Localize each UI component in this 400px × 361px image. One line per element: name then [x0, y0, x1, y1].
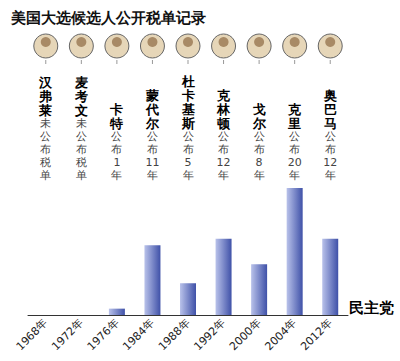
svg-text:公: 公: [254, 130, 265, 143]
svg-text:1968年: 1968年: [14, 316, 51, 353]
svg-text:年: 年: [254, 169, 265, 182]
svg-text:公: 公: [325, 130, 336, 143]
svg-text:基: 基: [181, 102, 195, 117]
svg-text:布: 布: [183, 143, 194, 156]
svg-text:杜: 杜: [181, 74, 195, 89]
svg-text:里: 里: [287, 116, 301, 131]
svg-text:马: 马: [324, 116, 337, 131]
svg-text:未: 未: [76, 117, 87, 130]
svg-text:5: 5: [185, 156, 192, 169]
svg-text:2000年: 2000年: [227, 316, 264, 353]
svg-text:斯: 斯: [181, 116, 195, 131]
svg-text:公: 公: [218, 130, 229, 143]
svg-text:年: 年: [183, 169, 194, 182]
svg-text:卡: 卡: [109, 102, 123, 117]
svg-text:公: 公: [289, 130, 300, 143]
svg-text:考: 考: [74, 89, 88, 104]
svg-text:公: 公: [147, 130, 158, 143]
svg-text:单: 单: [76, 169, 87, 182]
svg-text:布: 布: [111, 143, 122, 156]
svg-text:11: 11: [145, 156, 159, 169]
svg-text:布: 布: [76, 143, 87, 156]
svg-text:公: 公: [76, 130, 87, 143]
svg-text:20: 20: [288, 156, 302, 169]
svg-text:汉: 汉: [38, 75, 53, 90]
svg-text:尔: 尔: [145, 116, 160, 131]
svg-text:未: 未: [40, 117, 51, 130]
svg-text:税: 税: [76, 156, 87, 169]
svg-text:特: 特: [109, 116, 123, 131]
svg-text:蒙: 蒙: [145, 88, 159, 103]
svg-text:年: 年: [289, 169, 300, 182]
svg-text:文: 文: [74, 103, 88, 118]
svg-text:代: 代: [145, 102, 159, 117]
svg-text:公: 公: [40, 130, 51, 143]
svg-text:布: 布: [147, 143, 158, 156]
svg-text:巴: 巴: [324, 102, 337, 117]
svg-text:2004年: 2004年: [263, 316, 300, 353]
svg-text:布: 布: [40, 143, 51, 156]
svg-text:1992年: 1992年: [191, 316, 228, 353]
svg-text:1984年: 1984年: [120, 316, 157, 353]
svg-text:12: 12: [323, 156, 337, 169]
svg-text:顿: 顿: [216, 116, 231, 131]
svg-text:卡: 卡: [181, 88, 195, 103]
svg-text:民主党: 民主党: [349, 299, 394, 317]
svg-text:克: 克: [216, 88, 231, 103]
svg-text:美国大选候选人公开税单记录: 美国大选候选人公开税单记录: [10, 9, 206, 27]
svg-text:布: 布: [289, 143, 300, 156]
svg-text:公: 公: [183, 130, 194, 143]
svg-text:1: 1: [113, 156, 120, 169]
svg-text:布: 布: [254, 143, 265, 156]
svg-text:布: 布: [325, 143, 336, 156]
svg-text:2012年: 2012年: [298, 316, 335, 353]
svg-text:8: 8: [256, 156, 263, 169]
svg-text:弗: 弗: [38, 89, 52, 104]
svg-text:尔: 尔: [252, 116, 267, 131]
svg-text:税: 税: [40, 156, 51, 169]
svg-text:麦: 麦: [74, 75, 88, 90]
svg-text:年: 年: [147, 169, 158, 182]
svg-text:莱: 莱: [38, 103, 52, 118]
svg-text:1972年: 1972年: [49, 316, 86, 353]
svg-text:戈: 戈: [253, 102, 266, 117]
svg-text:年: 年: [218, 169, 229, 182]
svg-text:单: 单: [40, 169, 51, 182]
svg-text:奥: 奥: [323, 88, 337, 103]
svg-text:公: 公: [111, 130, 122, 143]
svg-text:1976年: 1976年: [85, 316, 122, 353]
svg-text:年: 年: [325, 169, 336, 182]
svg-text:年: 年: [111, 169, 122, 182]
svg-text:1988年: 1988年: [156, 316, 193, 353]
svg-text:布: 布: [218, 143, 229, 156]
svg-text:克: 克: [287, 102, 302, 117]
svg-text:12: 12: [217, 156, 231, 169]
svg-text:林: 林: [216, 102, 231, 117]
